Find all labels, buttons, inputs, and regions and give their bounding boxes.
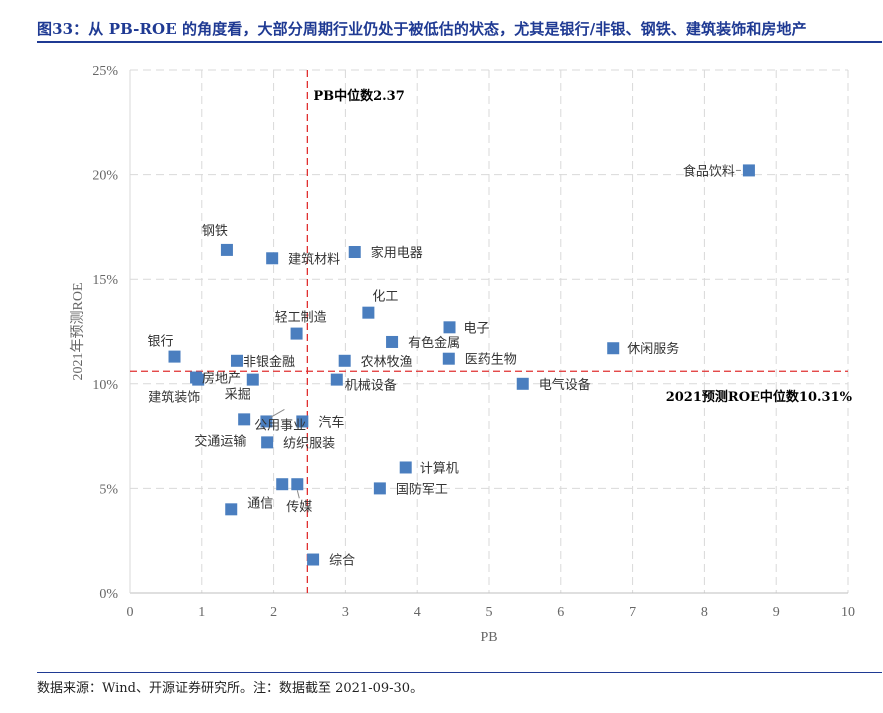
data-point-marker bbox=[276, 478, 289, 491]
data-point-label: 食品饮料 bbox=[683, 163, 735, 179]
data-point-label: 采掘 bbox=[225, 388, 251, 403]
y-tick-label: 20% bbox=[92, 169, 118, 184]
data-point-label: 综合 bbox=[329, 554, 355, 569]
data-point-label: 公用事业 bbox=[254, 418, 306, 433]
leader-line bbox=[296, 490, 300, 499]
data-point-label: 化工 bbox=[372, 290, 398, 305]
roe-median-label: 2021预测ROE中位数10.31% bbox=[666, 389, 853, 405]
x-tick-label: 1 bbox=[198, 605, 205, 620]
data-point-label: 国防军工 bbox=[396, 481, 448, 497]
data-point-label: 汽车 bbox=[318, 414, 344, 430]
title-rule bbox=[37, 41, 882, 43]
data-point-label: 建筑材料 bbox=[288, 251, 340, 267]
data-point-marker bbox=[225, 503, 238, 516]
data-point-label: 电气设备 bbox=[539, 377, 591, 393]
data-point-label: 通信 bbox=[247, 496, 273, 511]
data-point-marker bbox=[291, 478, 304, 491]
data-point-marker bbox=[399, 461, 412, 474]
data-point-marker bbox=[246, 373, 259, 386]
data-point-label: 银行 bbox=[148, 335, 174, 350]
data-point-label: 房地产 bbox=[202, 371, 241, 387]
y-tick-label: 25% bbox=[92, 64, 118, 79]
data-point-marker bbox=[742, 164, 755, 177]
data-point-marker bbox=[307, 553, 320, 566]
data-point-label: 传媒 bbox=[286, 500, 312, 515]
data-point-marker bbox=[442, 352, 455, 365]
x-tick-label: 9 bbox=[773, 605, 780, 620]
chart-grid bbox=[130, 69, 849, 593]
leader-line bbox=[270, 409, 285, 418]
y-tick-label: 5% bbox=[99, 482, 118, 497]
data-point-marker bbox=[330, 373, 343, 386]
data-point-marker bbox=[220, 243, 233, 256]
x-axis-title: PB bbox=[480, 630, 497, 645]
data-point-marker bbox=[230, 354, 243, 367]
data-point-marker bbox=[192, 373, 205, 386]
data-point-label: 计算机 bbox=[420, 461, 459, 476]
data-point-label: 有色金属 bbox=[408, 335, 460, 351]
reference-lines: PB中位数2.37 2021预测ROE中位数10.31% bbox=[130, 70, 853, 593]
y-axis-title: 2021年预测ROE bbox=[70, 283, 86, 381]
source-rule bbox=[37, 672, 882, 673]
data-point-label: 电子 bbox=[464, 321, 490, 336]
data-point-label: 非银金融 bbox=[243, 354, 295, 370]
data-point-marker bbox=[261, 436, 274, 449]
data-point-marker bbox=[373, 482, 386, 495]
x-tick-label: 3 bbox=[342, 605, 349, 620]
chart-axes bbox=[129, 70, 848, 594]
data-point-label: 建筑装饰 bbox=[148, 390, 200, 406]
x-tick-label: 2 bbox=[270, 605, 277, 620]
data-point-label: 轻工制造 bbox=[275, 311, 327, 326]
x-tick-label: 5 bbox=[486, 605, 493, 620]
data-point-marker bbox=[266, 252, 279, 265]
data-point-marker bbox=[290, 327, 303, 340]
x-tick-label: 6 bbox=[557, 605, 564, 620]
y-tick-label: 10% bbox=[92, 378, 118, 393]
x-tick-label: 8 bbox=[701, 605, 708, 620]
data-point-label: 休闲服务 bbox=[627, 341, 679, 357]
data-point-label: 纺织服装 bbox=[283, 436, 335, 451]
data-point-marker bbox=[386, 335, 399, 348]
data-point-marker bbox=[348, 246, 361, 259]
x-tick-label: 7 bbox=[629, 605, 636, 620]
y-tick-label: 0% bbox=[99, 587, 118, 602]
data-point-label: 机械设备 bbox=[345, 378, 397, 394]
figure-title: 图33：从 PB-ROE 的角度看，大部分周期行业仍处于被低估的状态，尤其是银行… bbox=[37, 20, 807, 38]
data-point-label: 交通运输 bbox=[194, 433, 246, 449]
data-point-label: 家用电器 bbox=[371, 245, 423, 261]
data-point-marker bbox=[168, 350, 181, 363]
data-source-note: 数据来源：Wind、开源证券研究所。注：数据截至 2021-09-30。 bbox=[37, 681, 424, 696]
pb-median-label: PB中位数2.37 bbox=[313, 88, 404, 104]
data-point-marker bbox=[443, 321, 456, 334]
data-point-marker bbox=[516, 377, 529, 390]
x-tick-label: 10 bbox=[841, 605, 855, 620]
scatter-chart: 0 1 2 3 4 5 6 7 8 9 10 0% 5% 10% 15% 20% 25% PB中位数2.37 20… bbox=[70, 64, 855, 645]
data-point-marker bbox=[362, 306, 375, 319]
data-point-label: 钢铁 bbox=[202, 224, 228, 239]
data-point-marker bbox=[338, 354, 351, 367]
data-point-label: 医药生物 bbox=[465, 353, 517, 368]
x-tick-label: 0 bbox=[127, 605, 134, 620]
data-point-marker bbox=[296, 415, 309, 428]
y-tick-label: 15% bbox=[92, 273, 118, 288]
data-point-marker bbox=[238, 413, 251, 426]
data-point-label: 农林牧渔 bbox=[361, 355, 413, 370]
chart-ticks: 0 1 2 3 4 5 6 7 8 9 10 0% 5% 10% 15% 20% 25% bbox=[92, 64, 855, 620]
x-tick-label: 4 bbox=[414, 605, 421, 620]
data-point-marker bbox=[607, 342, 620, 355]
data-point-marker bbox=[260, 415, 273, 428]
